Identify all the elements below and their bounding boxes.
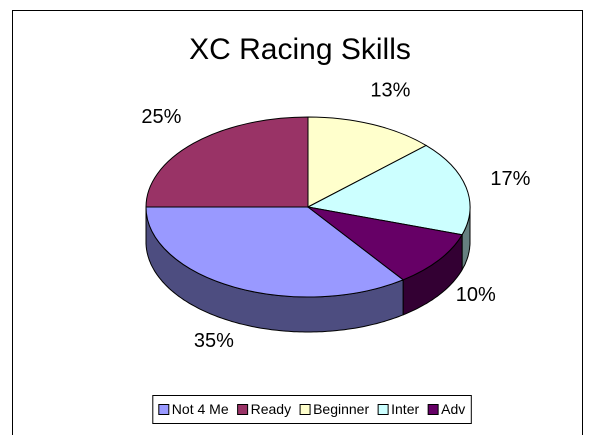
legend-swatch — [237, 404, 249, 415]
data-label: 35% — [194, 330, 234, 352]
slice — [145, 206, 405, 298]
slice — [307, 206, 463, 281]
data-label: 25% — [141, 106, 181, 128]
chart-title: XC Racing Skills — [189, 33, 411, 66]
legend-label: Beginner — [313, 401, 369, 417]
legend: Not 4 Me Ready Beginner Inter Adv — [152, 395, 472, 424]
legend-label: Ready — [251, 401, 291, 417]
slice — [306, 144, 471, 236]
legend-label: Inter — [391, 401, 419, 417]
legend-swatch — [158, 404, 170, 415]
data-label: 10% — [456, 284, 496, 306]
legend-box — [152, 395, 472, 424]
data-label: 13% — [370, 80, 410, 102]
legend-label: Adv — [441, 401, 465, 417]
slice — [307, 116, 428, 208]
legend-swatch — [427, 404, 439, 415]
legend-swatch — [377, 404, 389, 415]
legend-label: Not 4 Me — [172, 401, 229, 417]
data-label: 17% — [490, 168, 530, 190]
slice — [145, 116, 309, 208]
legend-swatch — [299, 404, 311, 415]
